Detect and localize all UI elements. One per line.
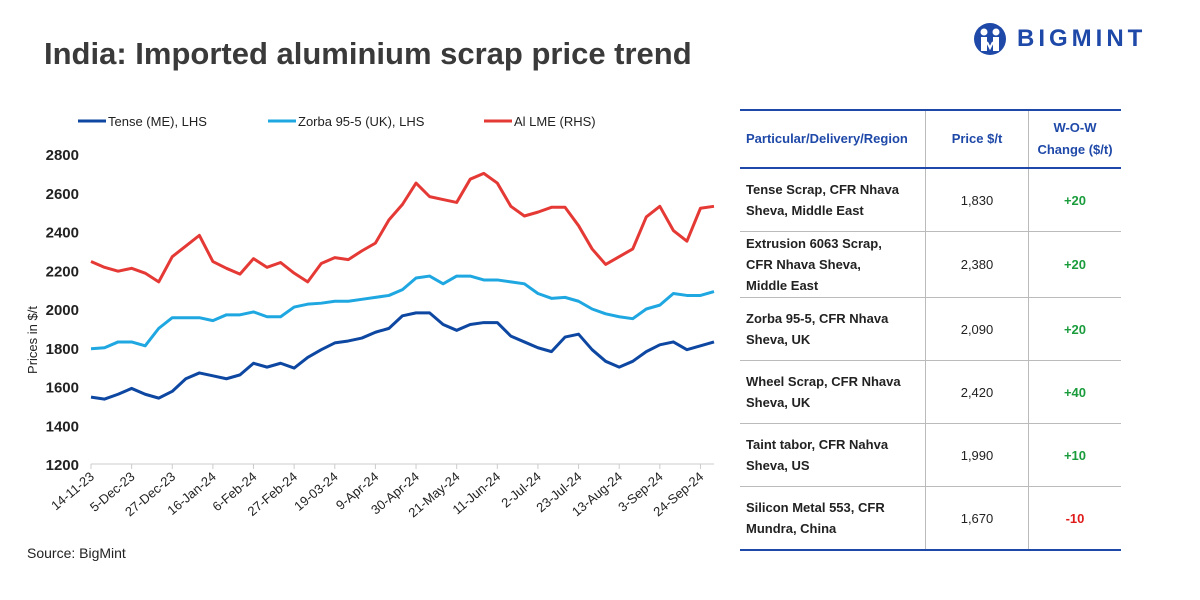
row-change: -10 — [1028, 486, 1121, 551]
series-line-0 — [90, 311, 715, 401]
bigmint-logo-icon — [974, 23, 1006, 55]
row-particular: Extrusion 6063 Scrap, CFR Nhava Sheva, M… — [740, 231, 926, 298]
row-change: +10 — [1028, 423, 1121, 487]
series-line-1 — [90, 274, 715, 351]
y-tick-label: 1600 — [46, 380, 79, 397]
legend-label: Al LME (RHS) — [514, 114, 596, 129]
y-tick-label: 2600 — [46, 186, 79, 203]
row-price: 1,990 — [925, 423, 1029, 487]
y-tick-label: 2400 — [46, 225, 79, 242]
row-particular: Wheel Scrap, CFR Nhava Sheva, UK — [740, 360, 926, 424]
price-table: Particular/Delivery/Region Price $/t W-O… — [740, 109, 1121, 551]
row-price: 2,090 — [925, 297, 1029, 361]
logo-text: BIGMINT — [1017, 25, 1147, 52]
table-row: Zorba 95-5, CFR Nhava Sheva, UK 2,090 +20 — [740, 297, 1121, 361]
y-tick-label: 2200 — [46, 263, 79, 280]
row-change: +20 — [1028, 168, 1121, 232]
y-tick-label: 1200 — [46, 457, 79, 474]
y-tick-label: 1400 — [46, 418, 79, 435]
y-tick-label: 2800 — [46, 147, 79, 164]
table-row: Wheel Scrap, CFR Nhava Sheva, UK 2,420 +40 — [740, 360, 1121, 424]
legend-label: Zorba 95-5 (UK), LHS — [298, 114, 425, 129]
row-change: +20 — [1028, 231, 1121, 298]
row-price: 2,420 — [925, 360, 1029, 424]
table-row: Tense Scrap, CFR Nhava Sheva, Middle Eas… — [740, 168, 1121, 232]
y-axis-label: Prices in $/t — [25, 306, 40, 374]
row-price: 2,380 — [925, 231, 1029, 298]
y-tick-label: 2000 — [46, 302, 79, 319]
page-title: India: Imported aluminium scrap price tr… — [44, 36, 692, 71]
source-note: Source: BigMint — [27, 545, 126, 561]
bigmint-logo: BIGMINT — [973, 22, 1146, 56]
header-change: W-O-W Change ($/t) — [1028, 109, 1121, 169]
series-line-2 — [90, 171, 715, 284]
row-particular: Tense Scrap, CFR Nhava Sheva, Middle Eas… — [740, 168, 926, 232]
table-row: Silicon Metal 553, CFR Mundra, China 1,67… — [740, 486, 1121, 551]
header-particular: Particular/Delivery/Region — [740, 109, 926, 169]
row-price: 1,830 — [925, 168, 1029, 232]
row-change: +20 — [1028, 297, 1121, 361]
table-row: Taint tabor, CFR Nahva Sheva, US 1,990 +10 — [740, 423, 1121, 487]
row-particular: Taint tabor, CFR Nahva Sheva, US — [740, 423, 926, 487]
row-change: +40 — [1028, 360, 1121, 424]
legend-label: Tense (ME), LHS — [108, 114, 207, 129]
table-row: Extrusion 6063 Scrap, CFR Nhava Sheva, M… — [740, 231, 1121, 298]
row-price: 1,670 — [925, 486, 1029, 551]
price-trend-chart: 28002600240022002000180016001400120014-1… — [25, 114, 715, 520]
row-particular: Zorba 95-5, CFR Nhava Sheva, UK — [740, 297, 926, 361]
y-tick-label: 1800 — [46, 341, 79, 358]
header-price: Price $/t — [925, 109, 1029, 169]
row-particular: Silicon Metal 553, CFR Mundra, China — [740, 486, 926, 551]
x-tick-label: 19-03-24 — [291, 469, 341, 514]
